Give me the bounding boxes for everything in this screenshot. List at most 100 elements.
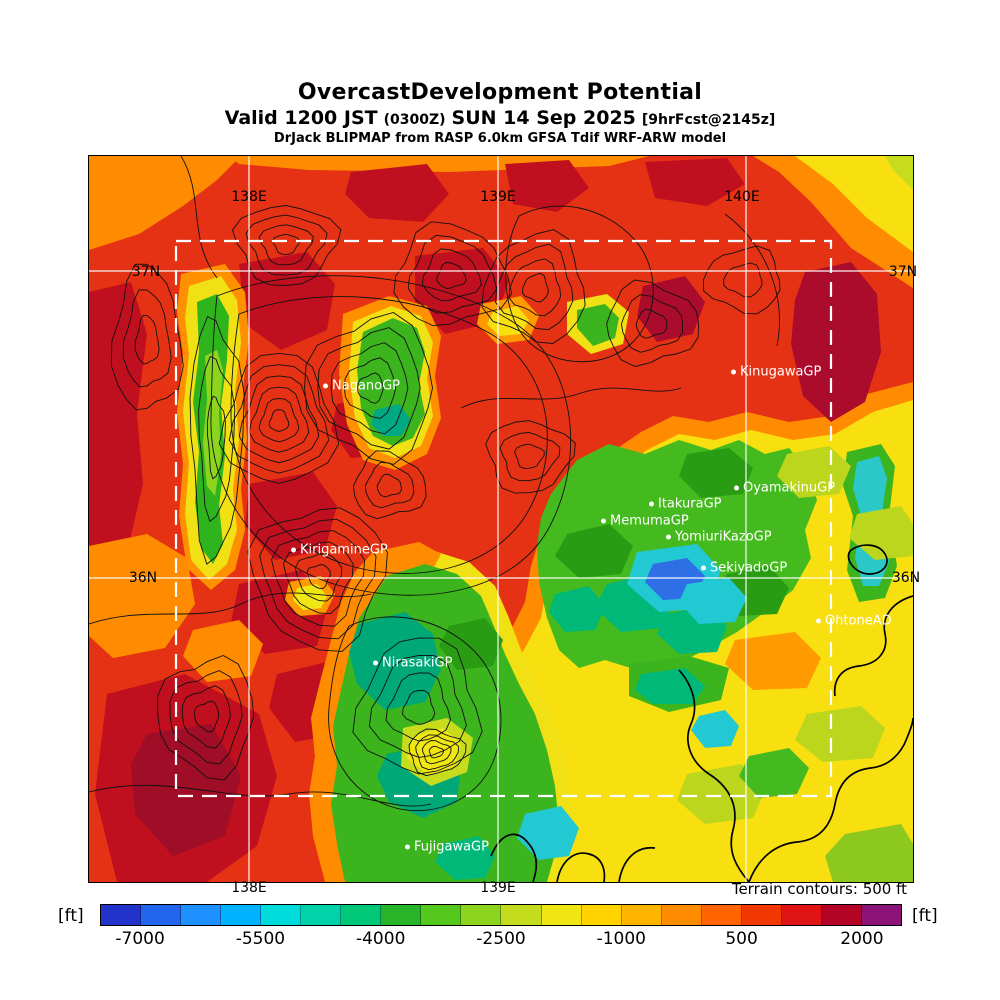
colorbar-segment <box>261 905 302 925</box>
colorbar-segment <box>341 905 382 925</box>
colorbar-unit-right: [ft] <box>912 906 938 926</box>
coastline <box>490 544 913 882</box>
colorbar-segment <box>781 905 822 925</box>
terrain-contour-ring <box>238 375 320 464</box>
colorbar-tick-label: -2500 <box>476 929 526 949</box>
terrain-contour-ring <box>499 432 561 482</box>
terrain-contour <box>460 387 682 409</box>
colorbar-tick-label: -4000 <box>355 929 406 949</box>
colorbar-segment <box>101 905 142 925</box>
terrain-contour-ring <box>228 364 330 474</box>
terrain-contours-note: Terrain contours: 500 ft <box>731 880 907 898</box>
valid-time-line: Valid 1200 JST (0300Z) SUN 14 Sep 2025 [9hr… <box>0 107 1000 129</box>
coastline-path <box>556 852 606 882</box>
coastline-path <box>748 717 913 882</box>
terrain-contour-ring <box>157 655 255 781</box>
terrain-contour-ring <box>376 473 402 498</box>
colorbar-segment <box>461 905 502 925</box>
model-line: DrJack BLIPMAP from RASP 6.0km GFSA Tdif… <box>273 131 727 146</box>
terrain-contour-ring <box>343 357 397 419</box>
terrain-contour-ring <box>258 224 314 266</box>
terrain-contour <box>230 296 548 574</box>
terrain-contour-ring <box>436 262 467 289</box>
terrain-contour-lines <box>89 156 780 812</box>
colorbar-segment <box>181 905 222 925</box>
fill-region <box>183 620 263 682</box>
fill-region <box>89 534 195 658</box>
terrain-contour-ring <box>330 342 409 435</box>
fill-region <box>435 836 495 880</box>
fill-region <box>203 350 223 496</box>
terrain-contour-ring <box>723 262 763 298</box>
colorbar-segment <box>581 905 622 925</box>
fill-region <box>691 710 739 748</box>
valid-date: SUN 14 Sep 2025 <box>451 107 636 129</box>
colorbar-unit-left: [ft] <box>58 906 84 926</box>
terrain-contour-ring <box>415 734 459 771</box>
page-title: OvercastDevelopment Potential <box>297 80 703 105</box>
fill-region <box>795 156 913 252</box>
terrain-contour <box>505 205 654 363</box>
terrain-contour-ring <box>364 462 415 509</box>
fill-region <box>679 578 747 624</box>
terrain-contour-ring <box>248 386 310 453</box>
colorbar-segment <box>421 905 462 925</box>
terrain-contour-ring <box>294 552 343 602</box>
terrain-contour-ring <box>352 637 483 775</box>
terrain-contour-ring <box>620 294 684 353</box>
terrain-contour <box>180 156 218 279</box>
fill-region <box>645 158 745 206</box>
terrain-contour-ring <box>368 654 467 758</box>
lat-lon-grid-lines <box>89 156 913 882</box>
terrain-contour-ring <box>181 685 231 749</box>
terrain-contour-ring <box>357 372 384 404</box>
forecast-offset: [9hrFcst@2145z] <box>641 112 776 128</box>
valid-time: Valid 1200 JST <box>224 107 378 129</box>
map-canvas <box>89 156 913 882</box>
terrain-contour-ring <box>271 530 366 627</box>
grid-label-138e: 138E <box>231 880 267 896</box>
terrain-contour-ring <box>304 312 433 465</box>
colorbar <box>100 904 902 926</box>
terrain-contour-ring <box>508 258 562 317</box>
fill-region <box>739 748 809 798</box>
terrain-contour-ring <box>408 728 467 777</box>
colorbar-segment <box>541 905 582 925</box>
colorbar-tick-label: 500 <box>725 929 758 949</box>
fill-region <box>791 262 881 422</box>
terrain-contour-ring <box>514 443 545 469</box>
fill-region <box>795 706 885 762</box>
fill-region <box>637 276 705 342</box>
terrain-contour-ring <box>481 229 586 344</box>
colorbar-tick-label: -1000 <box>596 929 646 949</box>
terrain-contour-ring <box>194 700 220 733</box>
terrain-contour-ring <box>702 245 781 315</box>
terrain-contour <box>328 616 502 812</box>
terrain-contour-ring <box>485 420 576 494</box>
colorbar-segment <box>821 905 862 925</box>
terrain-contour-ring <box>272 233 301 255</box>
colorbar-segment <box>221 905 262 925</box>
colorbar-tick-label: 2000 <box>840 929 884 949</box>
fill-region <box>245 472 337 560</box>
terrain-contour-ring <box>421 248 482 302</box>
fill-region <box>349 612 441 710</box>
terrain-contour-ring <box>268 409 290 432</box>
fill-region <box>517 806 579 860</box>
colorbar-segment <box>621 905 662 925</box>
fill-region <box>89 282 147 574</box>
fill-region <box>725 632 821 690</box>
colorbar-tick-label: -5500 <box>235 929 286 949</box>
terrain-contour-ring <box>247 507 388 652</box>
terrain-contour-ring <box>110 263 184 411</box>
terrain-contour-ring <box>198 355 236 523</box>
terrain-contour-ring <box>282 541 354 615</box>
fill-region <box>777 446 851 498</box>
colorbar-segment <box>381 905 422 925</box>
header: OvercastDevelopment Potential Valid 1200… <box>0 80 1000 146</box>
colorbar-segment <box>701 905 742 925</box>
terrain-contour-ring <box>606 279 700 367</box>
terrain-contour-ring <box>522 272 549 303</box>
terrain-contour-ring <box>206 395 226 480</box>
terrain-contour-rings <box>110 205 781 781</box>
